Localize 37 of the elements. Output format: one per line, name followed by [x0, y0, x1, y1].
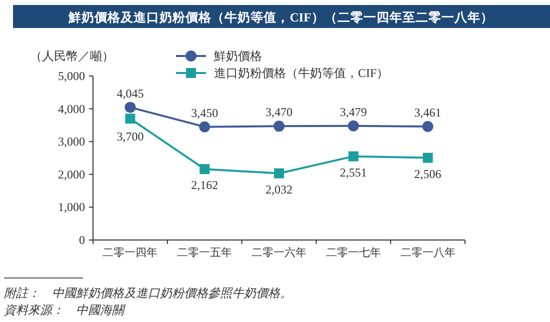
x-tick-label: 二零一八年 — [400, 247, 456, 259]
y-tick-label: 4,000 — [58, 102, 85, 116]
point — [422, 120, 434, 132]
point — [200, 164, 210, 174]
point — [422, 152, 433, 163]
source-note: 資料來源： 中國海關 — [4, 303, 126, 317]
point — [348, 120, 359, 132]
y-tick-label: 0 — [79, 233, 85, 247]
point — [124, 102, 136, 113]
data-label: 2,032 — [266, 182, 292, 196]
data-label: 2,551 — [340, 165, 367, 180]
data-label: 2,162 — [191, 178, 218, 192]
x-tick-label: 二零一七年 — [326, 246, 381, 259]
point — [199, 121, 210, 132]
y-tick-label: 5,000 — [58, 69, 85, 83]
x-tick-label: 二零一六年 — [252, 246, 306, 259]
data-label: 3,479 — [340, 104, 367, 119]
data-label: 3,700 — [116, 130, 144, 144]
data-label: 3,461 — [414, 105, 442, 120]
y-axis-title: （人民幣／噸） — [30, 49, 114, 63]
text: 附註： 中國鮮奶價格及進口奶粉價格參照牛奶價格。 — [4, 286, 292, 300]
data-label: 2,506 — [414, 166, 442, 181]
legend-label: 進口奶粉價格（牛奶等值，CIF） — [214, 66, 389, 80]
point — [125, 114, 136, 124]
point — [348, 151, 358, 162]
y-tick-label: 2,000 — [58, 167, 85, 182]
y-tick-label: 3,000 — [58, 134, 85, 149]
point — [274, 168, 284, 178]
x-tick-label: 二零一五年 — [177, 247, 232, 259]
point — [274, 120, 284, 132]
chart-title: 鮮奶價格及進口奶粉價格（牛奶等值，CIF）（二零一四年至二零一八年） — [68, 10, 494, 24]
data-label: 3,470 — [266, 105, 292, 120]
legend-label: 鮮奶價格 — [214, 49, 262, 63]
data-label: 3,450 — [191, 106, 218, 120]
x-tick-label: 二零一四年 — [102, 247, 158, 259]
data-label: 4,045 — [116, 86, 144, 100]
y-tick-label: 1,000 — [58, 200, 85, 214]
